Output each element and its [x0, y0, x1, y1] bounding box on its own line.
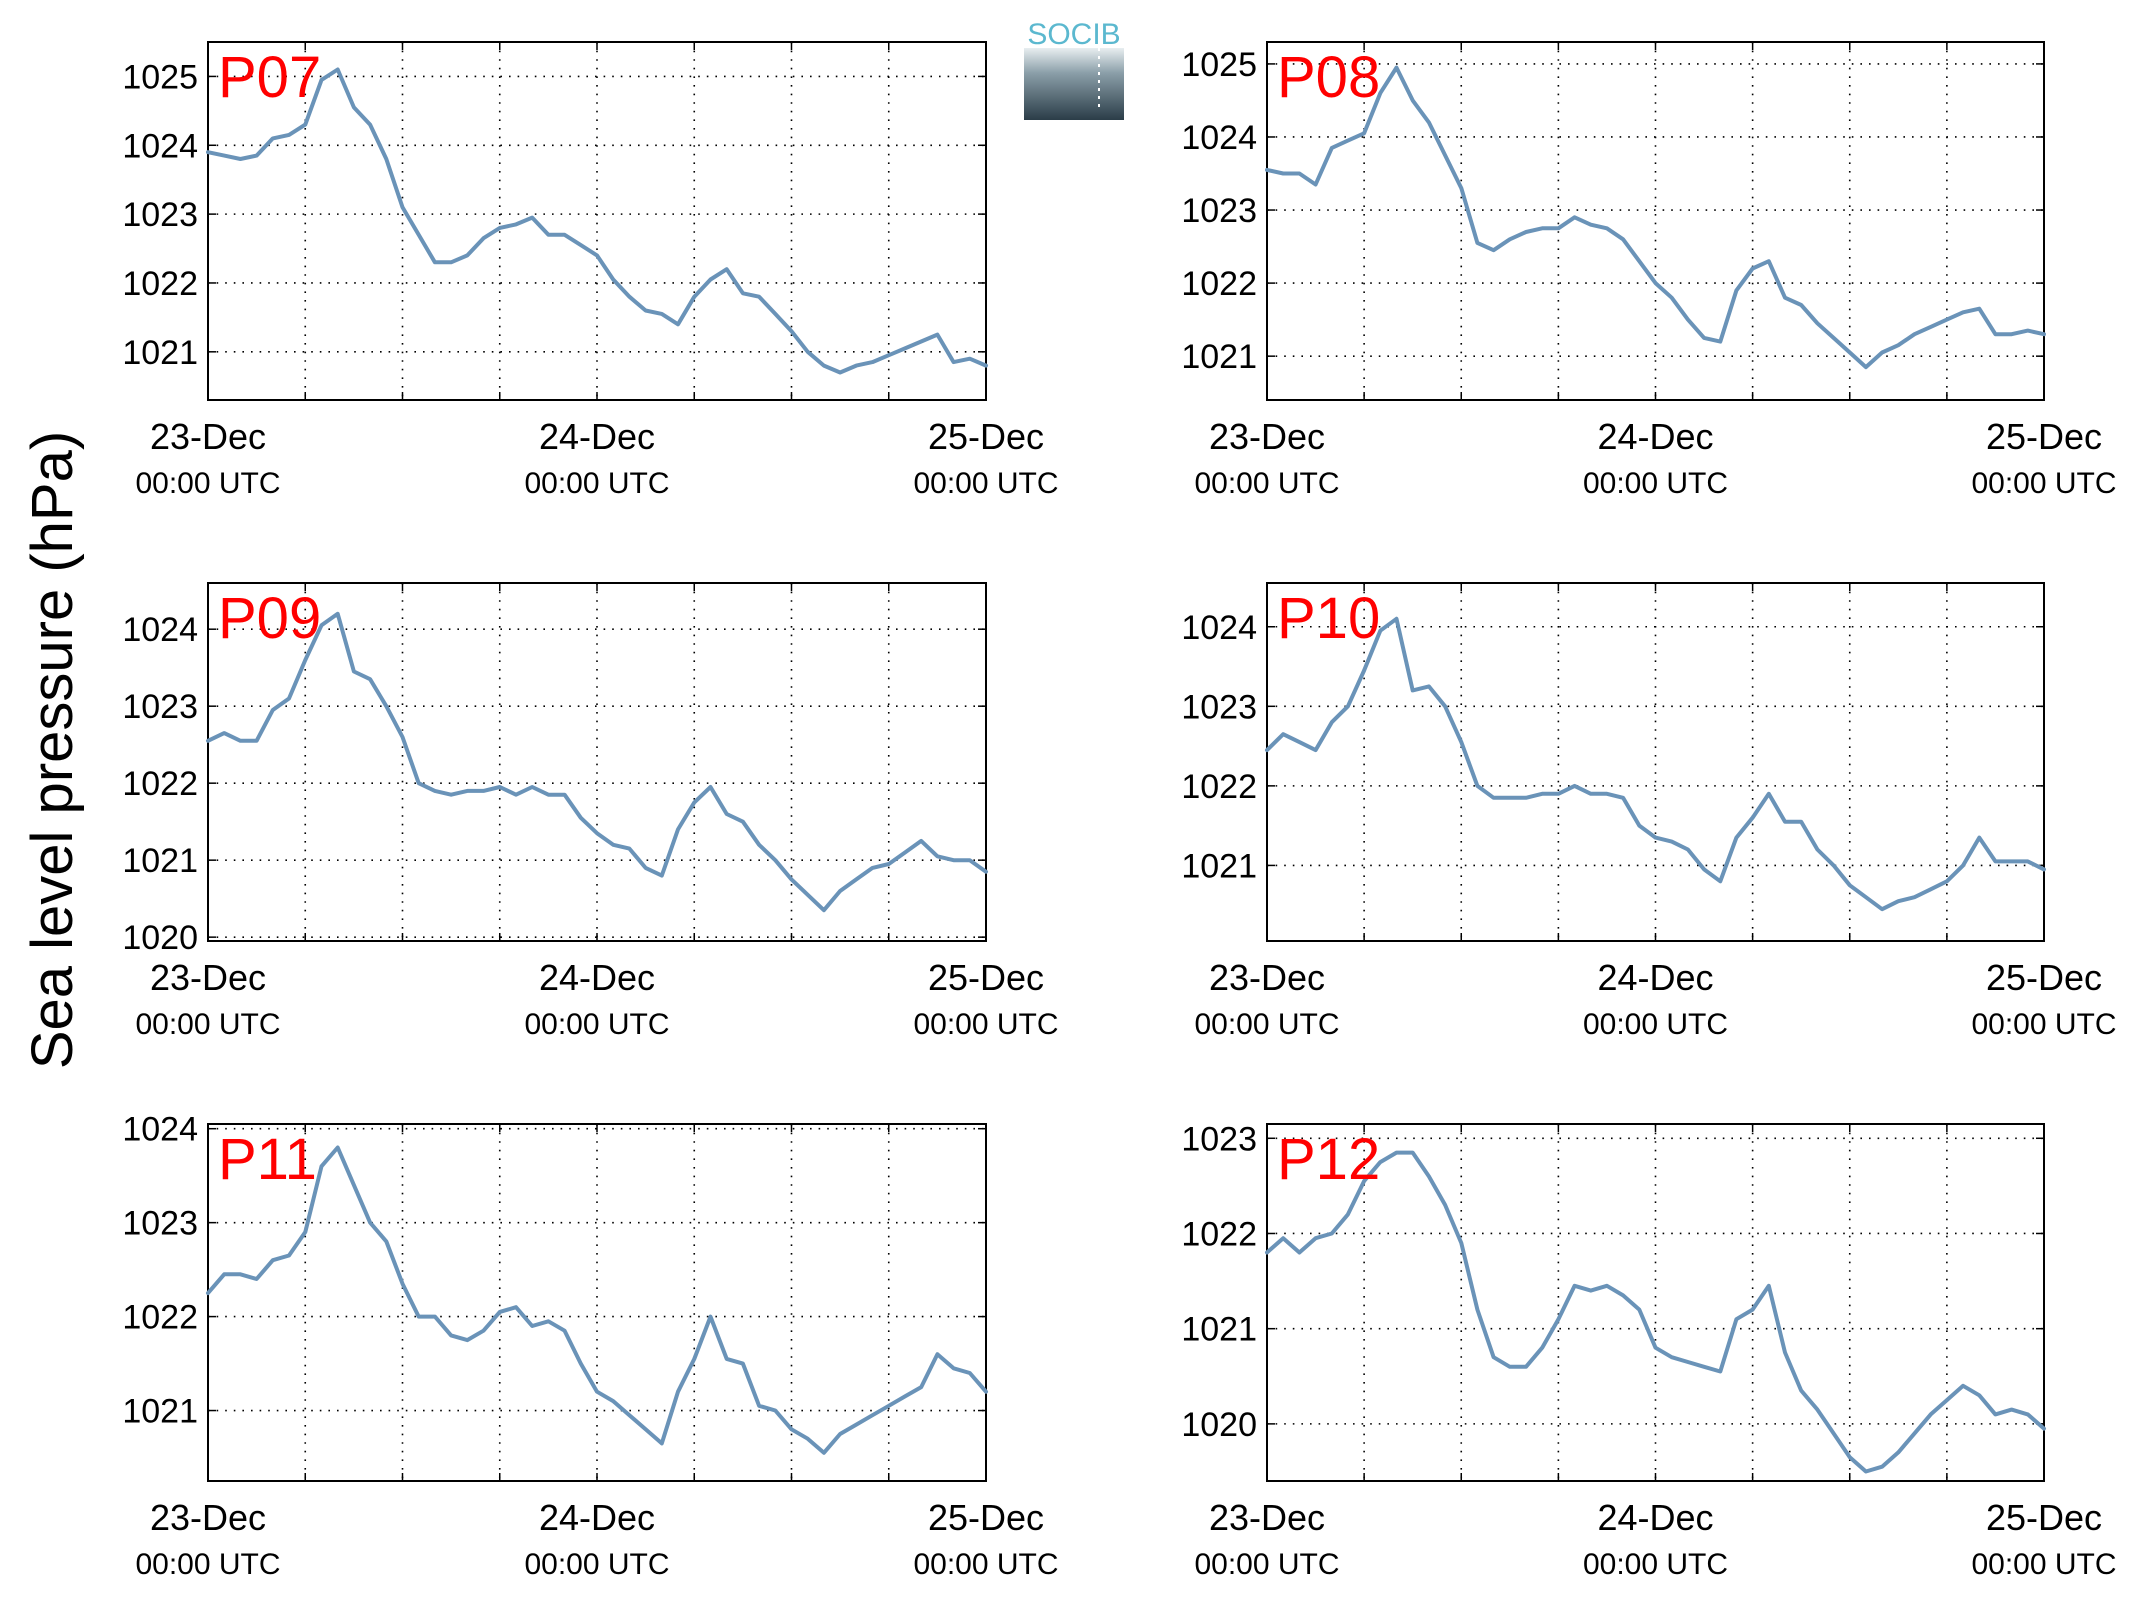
- y-tick-label: 1021: [122, 842, 198, 880]
- x-tick-label-time: 00:00 UTC: [913, 1008, 1058, 1041]
- panel-label: P10: [1277, 586, 1380, 651]
- x-tick-label-time: 00:00 UTC: [1583, 467, 1728, 500]
- y-tick-label: 1024: [1181, 609, 1257, 647]
- x-tick-label-date: 24-Dec: [539, 416, 655, 457]
- x-tick-label-date: 23-Dec: [1209, 1497, 1325, 1538]
- x-tick-label-date: 25-Dec: [928, 957, 1044, 998]
- y-tick-label: 1023: [122, 1205, 198, 1243]
- y-tick-label: 1022: [122, 765, 198, 803]
- x-tick-label-time: 00:00 UTC: [1971, 1008, 2116, 1041]
- chart-panel-p08: 1021 1022 1023 1024 1025 23-Dec 00:00 UTC 24-De…: [1181, 41, 2117, 500]
- y-tick-label: 1022: [1181, 768, 1257, 806]
- y-tick-label: 1024: [122, 611, 198, 649]
- y-tick-label: 1022: [122, 1299, 198, 1337]
- y-tick-label: 1023: [1181, 1120, 1257, 1158]
- series-line: [1265, 616, 2046, 912]
- x-tick-label-date: 23-Dec: [1209, 416, 1325, 457]
- y-tick-label: 1025: [1181, 46, 1257, 84]
- series-line: [206, 611, 988, 913]
- x-tick-label-time: 00:00 UTC: [135, 1008, 280, 1041]
- x-tick-label-time: 00:00 UTC: [524, 1548, 669, 1581]
- y-tick-label: 1024: [122, 127, 198, 165]
- y-tick-label: 1024: [1181, 119, 1257, 157]
- y-tick-label: 1023: [1181, 192, 1257, 230]
- x-tick-label-time: 00:00 UTC: [524, 1008, 669, 1041]
- x-tick-label-time: 00:00 UTC: [1194, 467, 1339, 500]
- x-tick-label-time: 00:00 UTC: [913, 467, 1058, 500]
- x-tick-label-date: 23-Dec: [150, 416, 266, 457]
- panel-label: P12: [1277, 1127, 1380, 1192]
- y-tick-label: 1023: [1181, 688, 1257, 726]
- y-tick-label: 1025: [122, 58, 198, 96]
- plot-frame: [207, 582, 987, 942]
- chart-panel-p11: 1021 1022 1023 1024 23-Dec 00:00 UTC 24-Dec 00:…: [122, 1111, 1058, 1581]
- x-tick-label-date: 25-Dec: [1986, 1497, 2102, 1538]
- x-tick-label-date: 25-Dec: [928, 416, 1044, 457]
- series-line: [206, 1145, 988, 1455]
- chart-panel-p09: 1020 1021 1022 1023 1024 23-Dec 00:00 UTC 24-De…: [122, 582, 1059, 1041]
- panel-label: P08: [1277, 45, 1380, 110]
- plot-frame: [207, 41, 987, 401]
- x-tick-label-date: 23-Dec: [150, 1497, 266, 1538]
- chart-panel-p07: 1021 1022 1023 1024 1025 23-Dec 00:00 UTC 24-De…: [122, 41, 1059, 500]
- x-tick-label-date: 24-Dec: [539, 957, 655, 998]
- series-line: [1265, 1150, 2046, 1474]
- y-tick-label: 1021: [1181, 338, 1257, 376]
- y-tick-label: 1021: [1181, 847, 1257, 885]
- y-tick-label: 1021: [1181, 1311, 1257, 1349]
- x-tick-label-date: 24-Dec: [1597, 416, 1713, 457]
- x-tick-label-time: 00:00 UTC: [1194, 1008, 1339, 1041]
- x-tick-label-time: 00:00 UTC: [1194, 1548, 1339, 1581]
- x-tick-label-date: 25-Dec: [1986, 957, 2102, 998]
- panels: 1021 1022 1023 1024 1025 23-Dec 00:00 UTC 24-De…: [122, 41, 2117, 1581]
- x-tick-label-date: 25-Dec: [928, 1497, 1044, 1538]
- plot-frame: [1266, 582, 2045, 942]
- x-tick-label-date: 25-Dec: [1986, 416, 2102, 457]
- panel-label: P09: [218, 586, 321, 651]
- logo-text: SOCIB: [1027, 18, 1120, 51]
- x-tick-label-date: 24-Dec: [1597, 957, 1713, 998]
- x-tick-label-time: 00:00 UTC: [1971, 467, 2116, 500]
- x-tick-label-date: 24-Dec: [539, 1497, 655, 1538]
- plot-frame: [207, 1123, 987, 1482]
- y-tick-label: 1021: [122, 334, 198, 372]
- x-tick-label-time: 00:00 UTC: [913, 1548, 1058, 1581]
- plot-frame: [1266, 1123, 2045, 1482]
- y-tick-label: 1022: [122, 265, 198, 303]
- x-tick-label-date: 23-Dec: [150, 957, 266, 998]
- series-line: [1265, 65, 2046, 370]
- y-tick-label: 1020: [122, 919, 198, 957]
- x-tick-label-time: 00:00 UTC: [1971, 1548, 2116, 1581]
- y-tick-label: 1021: [122, 1393, 198, 1431]
- x-tick-label-time: 00:00 UTC: [1583, 1008, 1728, 1041]
- y-tick-label: 1022: [1181, 265, 1257, 303]
- panel-label: P07: [218, 45, 321, 110]
- plot-frame: [1266, 41, 2045, 401]
- chart-panel-p10: 1021 1022 1023 1024 23-Dec 00:00 UTC 24-Dec 00:…: [1181, 582, 2117, 1041]
- x-tick-label-date: 24-Dec: [1597, 1497, 1713, 1538]
- x-tick-label-date: 23-Dec: [1209, 957, 1325, 998]
- x-tick-label-time: 00:00 UTC: [135, 1548, 280, 1581]
- chart-panel-p12: 1020 1021 1022 1023 23-Dec 00:00 UTC 24-Dec 00:…: [1181, 1120, 2116, 1581]
- x-tick-label-time: 00:00 UTC: [135, 467, 280, 500]
- x-tick-label-time: 00:00 UTC: [524, 467, 669, 500]
- y-tick-label: 1022: [1181, 1215, 1257, 1253]
- x-tick-label-time: 00:00 UTC: [1583, 1548, 1728, 1581]
- series-line: [206, 67, 988, 375]
- y-axis-label: Sea level pressure (hPa): [20, 431, 85, 1069]
- socib-logo: SOCIB: [1024, 18, 1124, 120]
- y-tick-label: 1020: [1181, 1406, 1257, 1444]
- y-tick-label: 1024: [122, 1111, 198, 1149]
- y-tick-label: 1023: [122, 196, 198, 234]
- y-tick-label: 1023: [122, 688, 198, 726]
- panel-label: P11: [218, 1127, 317, 1192]
